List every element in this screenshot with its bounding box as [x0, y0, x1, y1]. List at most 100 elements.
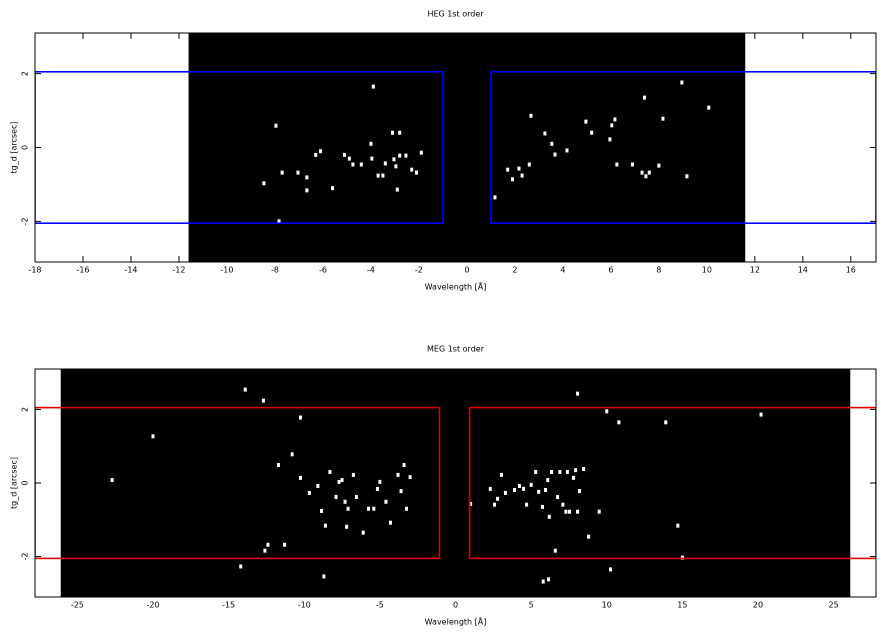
point [314, 152, 318, 157]
point [402, 462, 406, 467]
point [469, 501, 473, 506]
point [404, 506, 408, 511]
point [375, 486, 379, 491]
point [615, 162, 619, 167]
point [274, 123, 278, 128]
point [371, 84, 375, 89]
point [493, 502, 497, 507]
point [354, 494, 358, 499]
x-tick-label: 12 [750, 266, 760, 275]
point [520, 173, 524, 178]
point [759, 412, 763, 417]
point [319, 508, 323, 513]
x-tick-label: -12 [172, 266, 185, 275]
point [266, 542, 270, 547]
x-tick-label: 14 [798, 266, 808, 275]
point [359, 162, 363, 167]
point [290, 452, 294, 457]
point [546, 478, 550, 483]
point [415, 170, 419, 175]
region-box [35, 406, 441, 560]
chart-title: MEG 1st order [427, 345, 485, 354]
point [590, 130, 594, 135]
y-tick-label: 2 [21, 407, 30, 412]
point [707, 105, 711, 110]
x-tick-label: -18 [28, 266, 41, 275]
point [399, 489, 403, 494]
point [553, 548, 557, 553]
point [499, 472, 503, 477]
point [630, 162, 634, 167]
point [640, 170, 644, 175]
point [571, 475, 575, 480]
point [676, 523, 680, 528]
point [392, 157, 396, 162]
x-tick-label: 5 [529, 601, 534, 610]
point [334, 494, 338, 499]
point [642, 95, 646, 100]
point [488, 486, 492, 491]
point [305, 175, 309, 180]
point [561, 502, 565, 507]
point [376, 173, 380, 178]
point [527, 162, 531, 167]
y-tick-label: 2 [21, 71, 30, 76]
y-axis-label: tg_d [arcsec] [10, 457, 19, 509]
point [644, 174, 648, 179]
x-tick-label: 8 [656, 266, 661, 275]
point [578, 489, 582, 494]
x-tick-label: -6 [319, 266, 327, 275]
region-box [468, 406, 876, 560]
point [541, 579, 545, 584]
point [323, 523, 327, 528]
point [398, 153, 402, 158]
point [381, 173, 385, 178]
point [372, 506, 376, 511]
point [529, 482, 533, 487]
point [576, 509, 580, 514]
point [537, 489, 541, 494]
point [396, 472, 400, 477]
point [408, 475, 412, 480]
point [298, 475, 302, 480]
point [395, 187, 399, 192]
point [394, 164, 398, 169]
point [534, 469, 538, 474]
point [277, 219, 281, 224]
point [110, 478, 114, 483]
x-tick-label: 10 [702, 266, 712, 275]
point [388, 520, 392, 525]
point [262, 181, 266, 186]
x-tick-label: -5 [376, 601, 384, 610]
point [305, 188, 309, 193]
point [361, 530, 365, 535]
x-tick-label: 6 [608, 266, 613, 275]
x-tick-label: 2 [512, 266, 517, 275]
point [283, 542, 287, 547]
point [345, 524, 349, 529]
x-tick-label: 10 [602, 601, 612, 610]
point [568, 509, 572, 514]
point [685, 174, 689, 179]
point [510, 177, 514, 182]
point [151, 434, 155, 439]
point [391, 130, 395, 135]
y-tick-label: -2 [21, 217, 30, 225]
x-tick-label: -16 [76, 266, 89, 275]
point [558, 469, 562, 474]
x-tick-label: -4 [367, 266, 375, 275]
x-tick-label: -10 [220, 266, 233, 275]
point [517, 166, 521, 171]
point [550, 141, 554, 146]
point [307, 490, 311, 495]
point [340, 478, 344, 483]
x-tick-label: -10 [298, 601, 311, 610]
point [331, 186, 335, 191]
y-tick-label: -2 [21, 553, 30, 561]
point [582, 467, 586, 472]
point [661, 116, 665, 121]
x-tick-label: -15 [222, 601, 235, 610]
point [383, 161, 387, 166]
point [263, 548, 267, 553]
point [517, 483, 521, 488]
